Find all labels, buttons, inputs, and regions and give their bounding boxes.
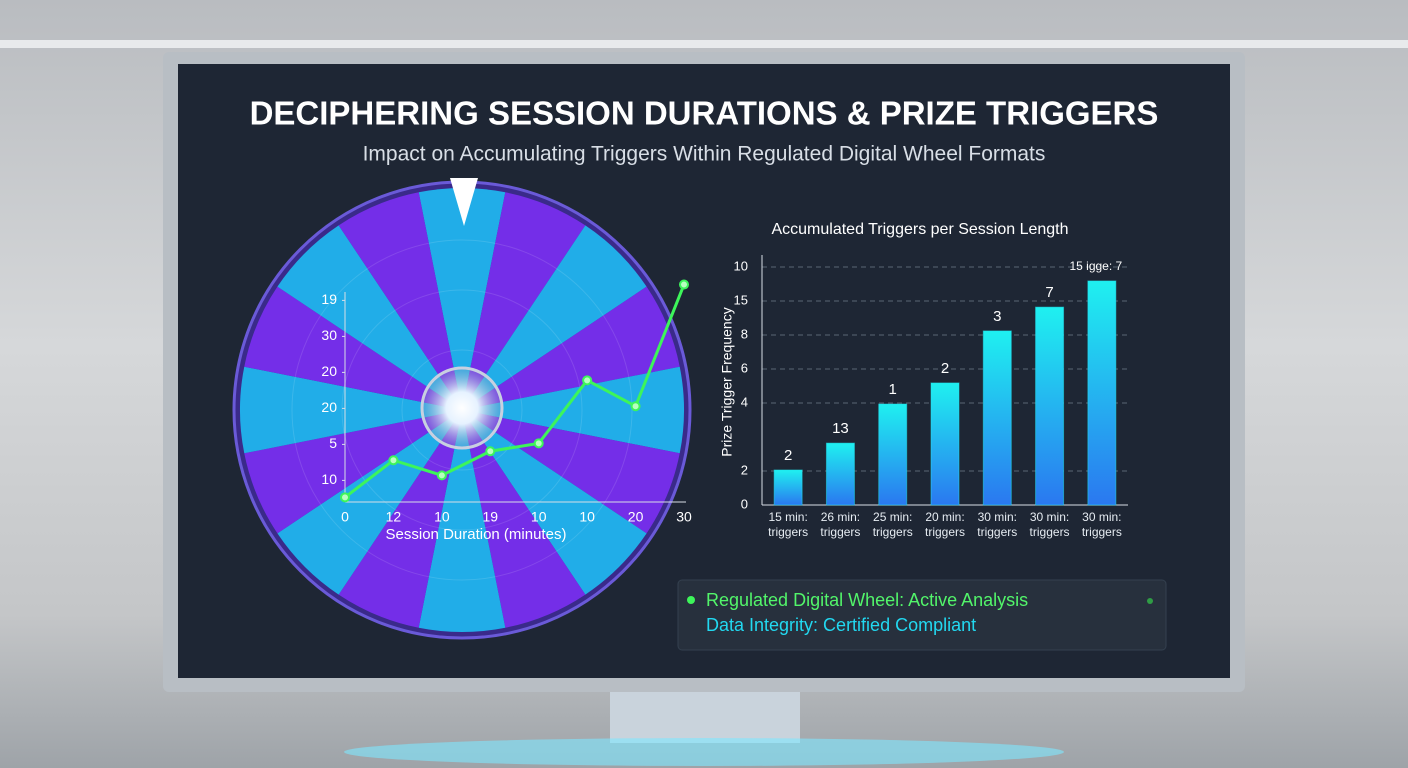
wheel-segment	[338, 192, 462, 410]
y-tick-label: 15	[734, 292, 748, 307]
x-tick-label: 30 min: triggers	[977, 510, 1018, 539]
bar-label: 13	[832, 420, 849, 437]
line-point	[679, 279, 689, 290]
x-axis-title: Session Duration (minutes)	[386, 526, 567, 543]
x-tick-label: 26 min: triggers	[820, 510, 861, 539]
y-axis-title: Prize Trigger Frequency	[719, 307, 735, 456]
x-tick-label: 10	[579, 509, 595, 525]
bar-label: 2	[941, 360, 949, 377]
y-tick-label: 20	[321, 399, 337, 415]
wheel-segment	[462, 410, 586, 628]
x-tick-label: 20	[628, 509, 644, 525]
x-tick-label: 20 min: triggers	[924, 510, 965, 539]
bar	[825, 442, 855, 506]
bar	[1087, 280, 1117, 506]
status-dot	[687, 596, 695, 604]
line-point	[582, 375, 593, 386]
x-tick-label: 0	[341, 509, 349, 525]
bar	[930, 382, 960, 506]
y-tick-label: 10	[734, 258, 748, 273]
x-tick-label: 30 min: triggers	[1029, 510, 1070, 539]
wheel-segment	[462, 286, 680, 410]
wheel-segment	[462, 192, 586, 410]
x-tick-label: 10	[434, 509, 450, 525]
status-panel	[677, 579, 1167, 651]
y-tick-label: 20	[321, 363, 337, 379]
line-point	[388, 455, 399, 466]
wheel-segment	[240, 366, 462, 454]
bar-label: 3	[993, 308, 1001, 325]
x-tick-label: 10	[531, 509, 547, 525]
y-tick-label: 10	[321, 471, 337, 487]
y-tick-label: 8	[741, 326, 748, 341]
bar-label: 15 igge: 7	[1069, 259, 1122, 273]
line-point	[340, 492, 350, 503]
line-series	[344, 284, 686, 499]
y-tick-label: 30	[321, 327, 337, 343]
x-tick-label: 12	[386, 509, 402, 525]
y-tick-label: 6	[741, 360, 748, 375]
line-point	[533, 438, 544, 449]
title: DECIPHERING SESSION DURATIONS & PRIZE TR…	[250, 95, 1159, 132]
wheel-segment	[462, 366, 685, 454]
bar	[1035, 306, 1065, 506]
wheel-ring	[401, 349, 523, 471]
wheel-segment	[462, 225, 647, 410]
x-tick-label: 30 min: triggers	[1081, 510, 1122, 539]
ceiling-light	[0, 40, 1408, 48]
y-tick-label: 19	[321, 291, 337, 307]
bar-label: 2	[784, 447, 792, 464]
base-glow	[344, 738, 1064, 766]
wheel-ring	[341, 289, 583, 531]
wheel-hub	[420, 366, 504, 450]
status-text: Regulated Digital Wheel: Active Analysis	[706, 590, 1028, 610]
line-point	[630, 401, 641, 412]
wheel-segment	[244, 286, 462, 410]
wheel-segment	[462, 410, 680, 534]
wheel-pointer	[450, 178, 478, 226]
status-text: Data Integrity: Certified Compliant	[706, 615, 976, 635]
bar	[878, 403, 908, 506]
line-point	[485, 446, 496, 457]
wheel-segment	[418, 188, 506, 410]
x-tick-label: 19	[482, 509, 498, 525]
wheel-segment	[244, 410, 462, 534]
y-tick-label: 2	[741, 462, 748, 477]
bar-label: 7	[1045, 284, 1053, 301]
wheel-segment	[277, 225, 462, 410]
subtitle: Impact on Accumulating Triggers Within R…	[363, 143, 1046, 166]
bar-label: 1	[889, 381, 897, 398]
wheel-segment	[418, 410, 506, 632]
chart-title: Accumulated Triggers per Session Length	[771, 221, 1068, 238]
x-tick-label: 15 min: triggers	[768, 510, 809, 539]
x-tick-label: 25 min: triggers	[872, 510, 913, 539]
y-tick-label: 5	[329, 435, 337, 451]
wheel-segment	[338, 410, 462, 628]
bar	[982, 330, 1012, 506]
monitor-stand	[610, 688, 800, 743]
y-tick-label: 4	[741, 394, 748, 409]
x-tick-label: 30	[676, 509, 692, 525]
status-dot	[1147, 598, 1153, 604]
bar	[773, 469, 803, 506]
line-point	[436, 470, 447, 481]
wheel-ring	[291, 239, 633, 581]
y-tick-label: 0	[741, 496, 748, 511]
